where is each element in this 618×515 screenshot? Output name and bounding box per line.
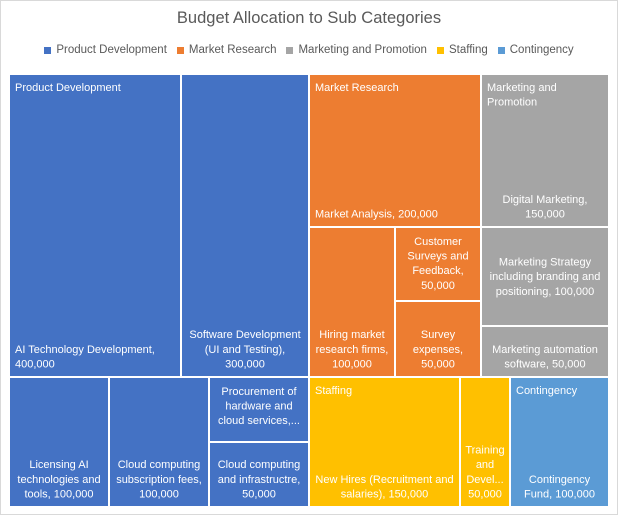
treemap-tile-new-hires-recruitment-and-salaries-150-0 — [310, 378, 459, 506]
chart-title: Budget Allocation to Sub Categories — [176, 9, 442, 27]
tile-label: Hiring market research firms, 100,000 — [316, 329, 389, 370]
treemap-tile-hiring-market-research-firms-100-000 — [310, 228, 394, 376]
legend-item-marketing-and-promotion: Marketing and Promotion — [286, 44, 427, 56]
treemap-tile-marketing-strategy-including-branding-an — [482, 228, 608, 325]
tile-label: New Hires (Recruitment and salaries), 150… — [315, 474, 453, 501]
legend-item-market-research: Market Research — [176, 44, 277, 56]
treemap-tile-licensing-ai-technologies-and-tools-100- — [10, 378, 108, 506]
treemap-tile-marketing-automation-software-50-000 — [482, 327, 608, 376]
legend-swatch — [176, 46, 184, 54]
group-header-label: Product Development — [15, 82, 121, 94]
tile-label: Software Development (UI and Testing), 300… — [189, 329, 300, 370]
legend-label: Staffing — [448, 44, 488, 56]
tile-label: Cloud computing subscription fees, 100,000 — [116, 459, 202, 500]
tile-label: Marketing automation software, 50,000 — [492, 344, 598, 371]
legend-swatch — [436, 46, 444, 54]
legend-swatch — [497, 46, 505, 54]
legend-label: Contingency — [509, 44, 574, 56]
group-header-label: Contingency — [516, 385, 578, 397]
treemap-tile-market-analysis-200-000 — [310, 75, 480, 226]
tile-label: Marketing Strategy including branding and… — [490, 257, 601, 298]
legend-item-staffing: Staffing — [436, 44, 488, 56]
treemap-tile-digital-marketing-150-000 — [482, 75, 608, 226]
treemap-tile-training-and-devel-50-000 — [461, 378, 509, 506]
legend-swatch — [44, 46, 52, 54]
treemap-tile-survey-expenses-50-000 — [396, 302, 480, 376]
legend-item-product-development: Product Development — [44, 44, 167, 56]
tile-label: AI Technology Development, 400,000 — [15, 344, 155, 371]
treemap-tile-ai-technology-development-400-000 — [10, 75, 180, 376]
tile-label: Training and Devel... 50,000 — [465, 445, 504, 501]
group-header-label: Market Research — [315, 82, 399, 94]
legend-label: Product Development — [56, 44, 167, 56]
treemap-tile-cloud-computing-and-infrastructre-50-000 — [210, 443, 308, 506]
tile-label: Customer Surveys and Feedback, 50,000 — [407, 236, 468, 292]
tile-label: Digital Marketing, 150,000 — [503, 194, 588, 221]
legend-label: Marketing and Promotion — [298, 44, 427, 56]
treemap-tile-software-development-ui-and-testing-300- — [182, 75, 308, 376]
legend-item-contingency: Contingency — [497, 44, 574, 56]
treemap-tile-procurement-of-hardware-and-cloud-servic — [210, 378, 308, 441]
legend-label: Market Research — [188, 44, 277, 56]
tile-label: Survey expenses, 50,000 — [413, 329, 463, 370]
tile-label: Procurement of hardware and cloud services… — [218, 386, 300, 427]
legend-swatch — [286, 46, 294, 54]
treemap-tile-customer-surveys-and-feedback-50-000 — [396, 228, 480, 300]
treemap-tile-cloud-computing-subscription-fees-100-00 — [110, 378, 208, 506]
group-header-label: Staffing — [315, 385, 352, 397]
tile-label: Licensing AI technologies and tools, 100,0… — [17, 459, 100, 500]
group-header-label: Marketing and Promotion — [487, 82, 557, 109]
treemap-tile-contingency-fund-100-000 — [511, 378, 608, 506]
chart-legend: Product Development Market Research Market… — [1, 44, 617, 56]
tile-label: Contingency Fund, 100,000 — [524, 474, 595, 501]
tile-label: Cloud computing and infrastructre, 50,000 — [218, 459, 301, 500]
tile-label: Market Analysis, 200,000 — [315, 208, 438, 220]
